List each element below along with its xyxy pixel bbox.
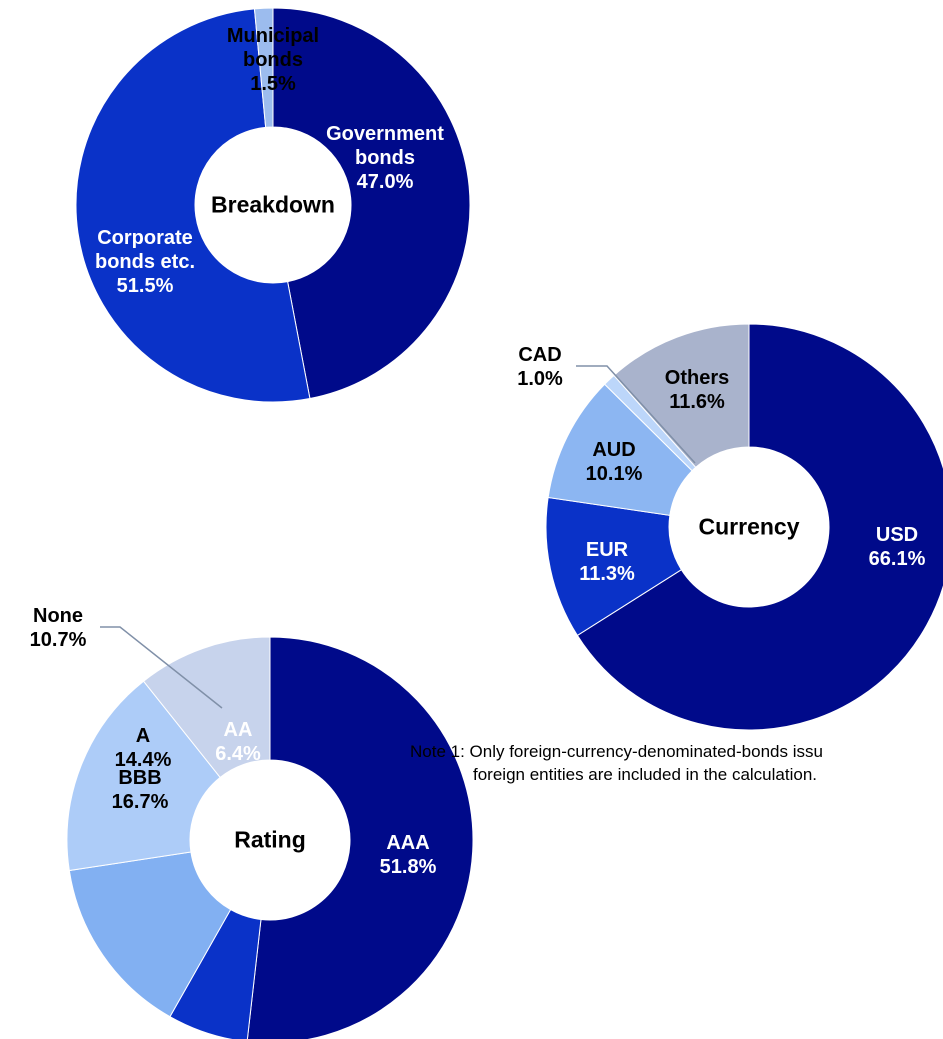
value-label: 11.6% <box>669 391 725 413</box>
slice-label: EUR 11.3% <box>547 538 667 586</box>
slice-label: BBB 16.7% <box>80 766 200 814</box>
value-label: 10.1% <box>585 463 643 485</box>
value-label: 66.1% <box>868 548 926 570</box>
value-label: 47.0% <box>356 171 414 193</box>
note: foreign entities are included in the cal… <box>473 765 817 784</box>
leader-line <box>100 626 223 709</box>
chart-title: Rating <box>234 826 306 853</box>
value-label: 1.5% <box>250 73 296 95</box>
slice-label: USD 66.1% <box>837 523 943 571</box>
category-label: Others <box>664 367 730 389</box>
category-label: BBB <box>118 767 162 789</box>
slice-label: CAD 1.0% <box>480 343 600 391</box>
hole <box>190 760 350 920</box>
category-label: Corporate bonds etc. <box>94 227 195 273</box>
slice <box>75 8 311 403</box>
slice-label: Others 11.6% <box>637 366 757 414</box>
category-label: AAA <box>386 832 430 854</box>
slice-label: A 14.4% <box>83 724 203 772</box>
slice-label: None 10.7% <box>0 604 118 652</box>
slice-label: AUD 10.1% <box>554 438 674 486</box>
slice-label: AAA 51.8% <box>348 831 468 879</box>
hole <box>669 447 829 607</box>
category-label: EUR <box>585 539 629 561</box>
category-label: AUD <box>592 439 636 461</box>
value-label: 1.0% <box>517 368 563 390</box>
value-label: 10.7% <box>29 629 87 651</box>
value-label: 11.3% <box>579 563 635 585</box>
value-label: 6.4% <box>215 743 261 765</box>
slice-label: AA 6.4% <box>178 718 298 766</box>
note: Note 1: Only foreign-currency-denominate… <box>410 742 823 761</box>
category-label: None <box>33 605 83 627</box>
value-label: 14.4% <box>114 749 172 771</box>
category-label: AA <box>223 719 253 741</box>
value-label: 16.7% <box>111 791 169 813</box>
slice-label: Municipal bonds 1.5% <box>213 24 333 96</box>
value-label: 51.8% <box>379 856 437 878</box>
chart-title: Currency <box>698 513 800 540</box>
category-label: Government bonds <box>326 123 444 169</box>
category-label: A <box>135 725 151 747</box>
category-label: USD <box>875 524 919 546</box>
slice-label: Government bonds 47.0% <box>325 122 445 194</box>
category-label: CAD <box>518 344 562 366</box>
slice-label: Corporate bonds etc. 51.5% <box>85 226 205 298</box>
hole <box>195 127 351 283</box>
chart-title: Breakdown <box>211 191 335 218</box>
category-label: Municipal bonds <box>226 25 320 71</box>
leader-line <box>576 365 696 464</box>
value-label: 51.5% <box>116 275 174 297</box>
